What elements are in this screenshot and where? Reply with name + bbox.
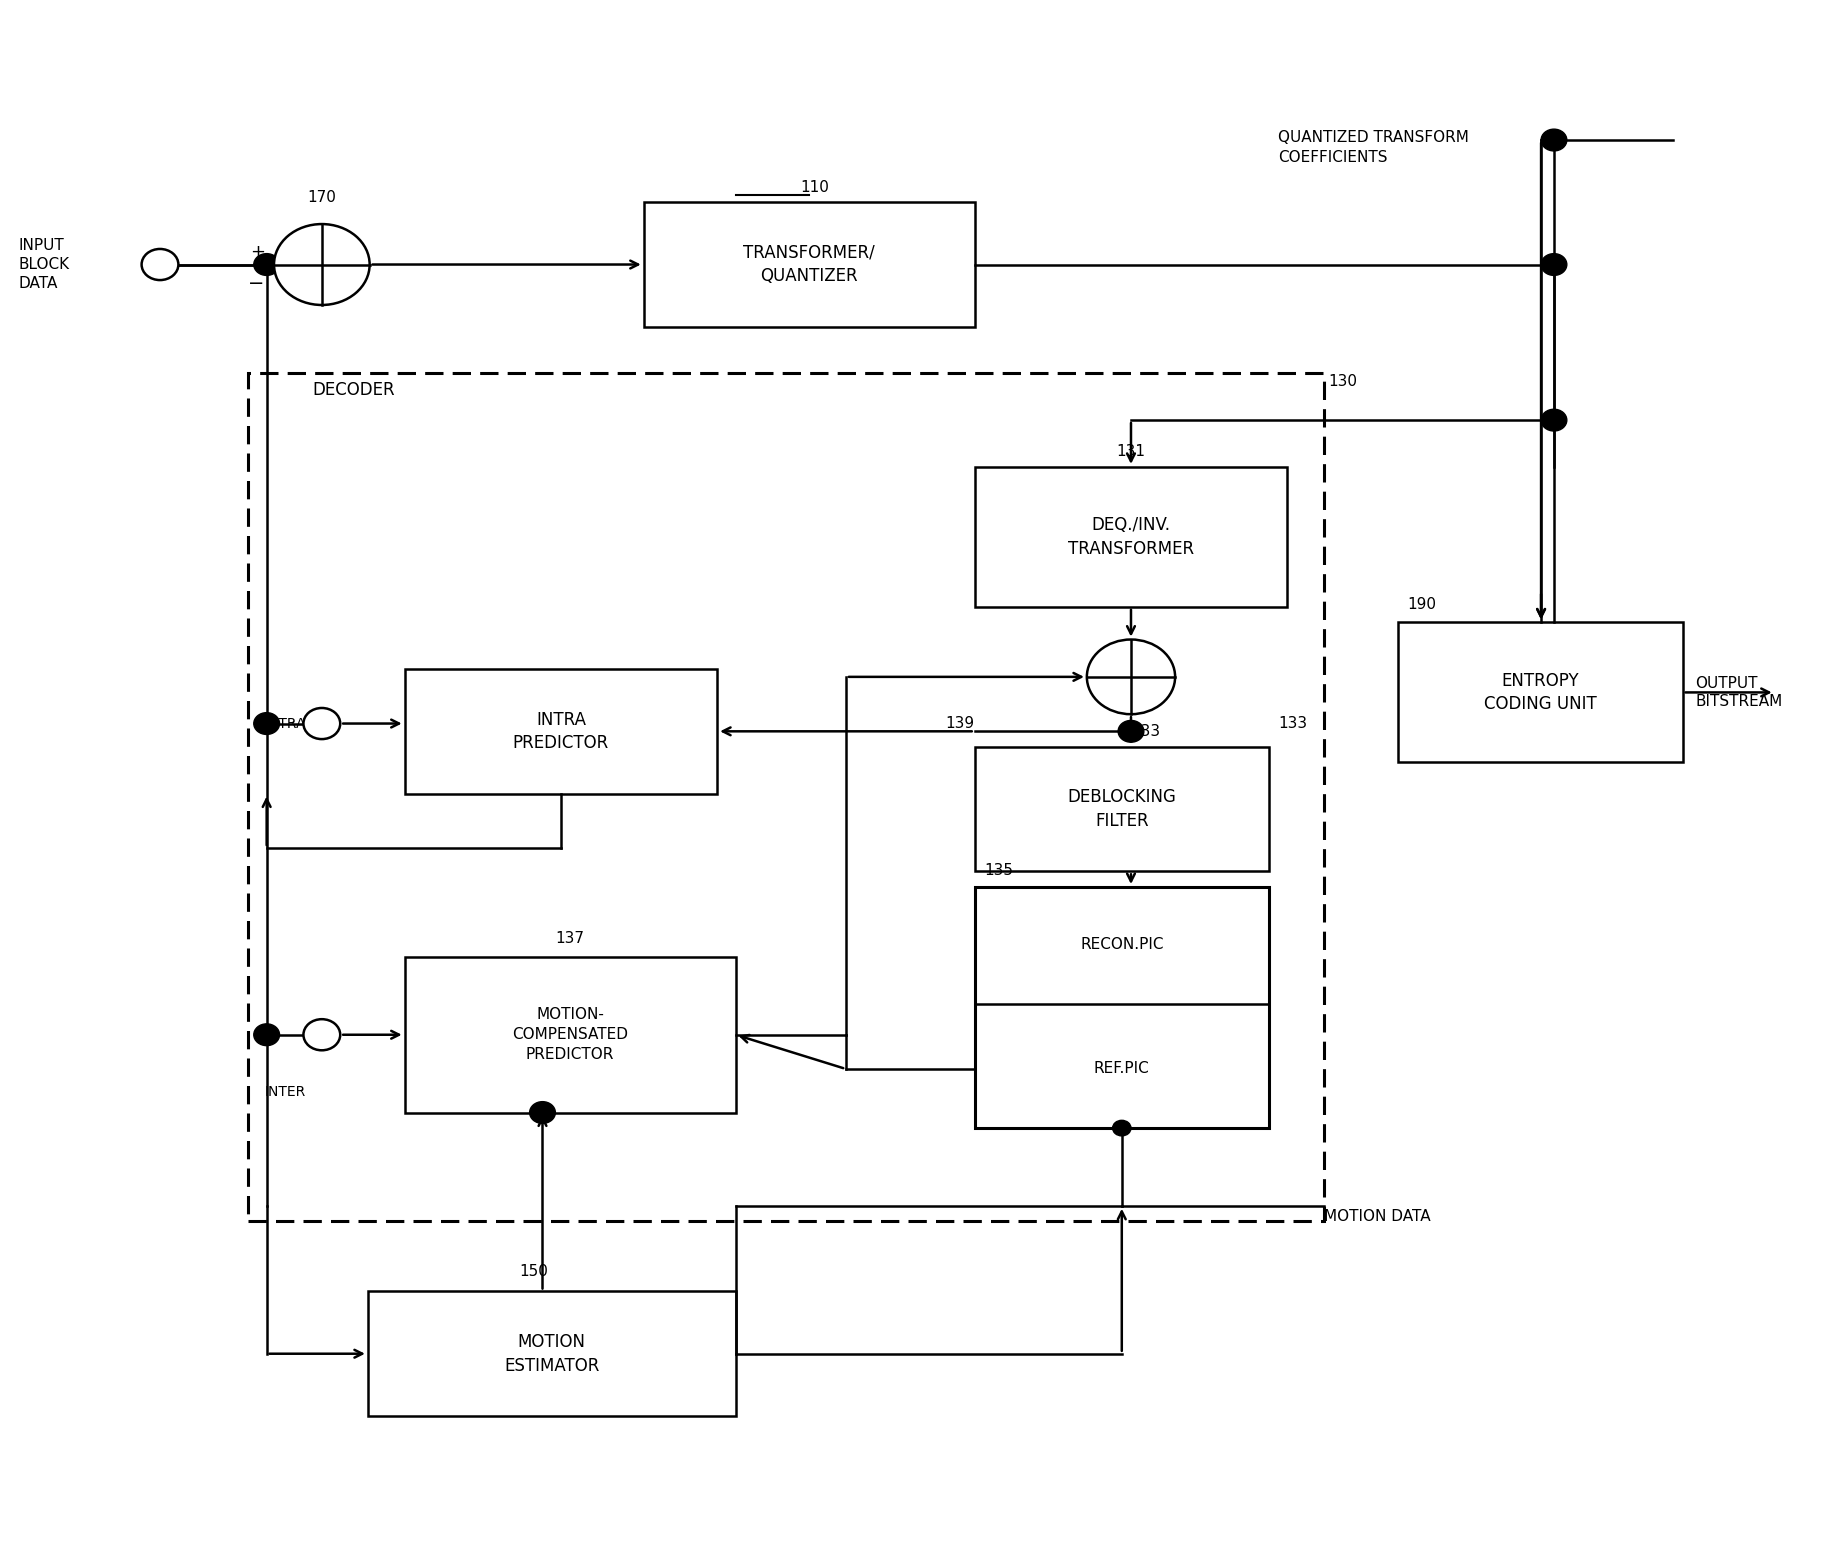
Circle shape: [1541, 254, 1567, 275]
FancyBboxPatch shape: [405, 957, 736, 1113]
Text: +: +: [250, 243, 265, 261]
Text: 130: 130: [1328, 373, 1357, 389]
Text: TRANSFORMER/
QUANTIZER: TRANSFORMER/ QUANTIZER: [743, 244, 875, 285]
Text: RECON.PIC: RECON.PIC: [1079, 937, 1164, 952]
Text: −: −: [248, 274, 265, 293]
Text: ENTROPY
CODING UNIT: ENTROPY CODING UNIT: [1484, 672, 1596, 713]
Text: 131: 131: [1116, 443, 1146, 459]
Circle shape: [303, 708, 340, 739]
Text: MOTION
ESTIMATOR: MOTION ESTIMATOR: [504, 1333, 600, 1374]
FancyBboxPatch shape: [975, 887, 1269, 1128]
FancyBboxPatch shape: [975, 747, 1269, 871]
Circle shape: [142, 249, 178, 280]
FancyBboxPatch shape: [644, 202, 975, 327]
Circle shape: [1541, 409, 1567, 431]
Text: DECODER: DECODER: [313, 381, 395, 400]
Text: DEBLOCKING
FILTER: DEBLOCKING FILTER: [1067, 789, 1177, 829]
Text: 139: 139: [945, 716, 975, 731]
FancyBboxPatch shape: [405, 669, 717, 794]
FancyBboxPatch shape: [368, 1291, 736, 1416]
Circle shape: [274, 224, 370, 305]
Text: INTRA
PREDICTOR: INTRA PREDICTOR: [513, 711, 609, 752]
Text: 133: 133: [1278, 716, 1308, 731]
Text: INTER: INTER: [265, 1086, 305, 1099]
FancyBboxPatch shape: [1398, 622, 1683, 762]
Text: MOTION-
COMPENSATED
PREDICTOR: MOTION- COMPENSATED PREDICTOR: [511, 1007, 629, 1063]
Circle shape: [254, 1024, 280, 1046]
Circle shape: [303, 1019, 340, 1050]
Text: OUTPUT
BITSTREAM: OUTPUT BITSTREAM: [1696, 675, 1782, 710]
Text: 190: 190: [1407, 596, 1436, 612]
FancyBboxPatch shape: [248, 373, 1324, 1221]
Text: 135: 135: [984, 862, 1013, 878]
Text: MOTION DATA: MOTION DATA: [1324, 1209, 1431, 1225]
Text: INPUT
BLOCK
DATA: INPUT BLOCK DATA: [18, 238, 70, 291]
Circle shape: [254, 254, 280, 275]
Text: QUANTIZED TRANSFORM
COEFFICIENTS: QUANTIZED TRANSFORM COEFFICIENTS: [1278, 131, 1469, 165]
Circle shape: [1541, 129, 1567, 151]
Text: INTRA: INTRA: [265, 717, 305, 730]
Circle shape: [530, 1102, 555, 1123]
FancyBboxPatch shape: [975, 467, 1287, 607]
Text: REF.PIC: REF.PIC: [1094, 1061, 1149, 1077]
Text: DEQ./INV.
TRANSFORMER: DEQ./INV. TRANSFORMER: [1068, 517, 1194, 557]
Text: 110: 110: [800, 179, 829, 194]
Text: 133: 133: [1131, 724, 1160, 739]
Text: 137: 137: [555, 930, 585, 946]
Text: 170: 170: [307, 190, 337, 205]
Circle shape: [1118, 720, 1144, 742]
Text: 150: 150: [519, 1263, 548, 1279]
Circle shape: [254, 713, 280, 734]
Circle shape: [1113, 1120, 1131, 1136]
Circle shape: [1087, 640, 1175, 714]
